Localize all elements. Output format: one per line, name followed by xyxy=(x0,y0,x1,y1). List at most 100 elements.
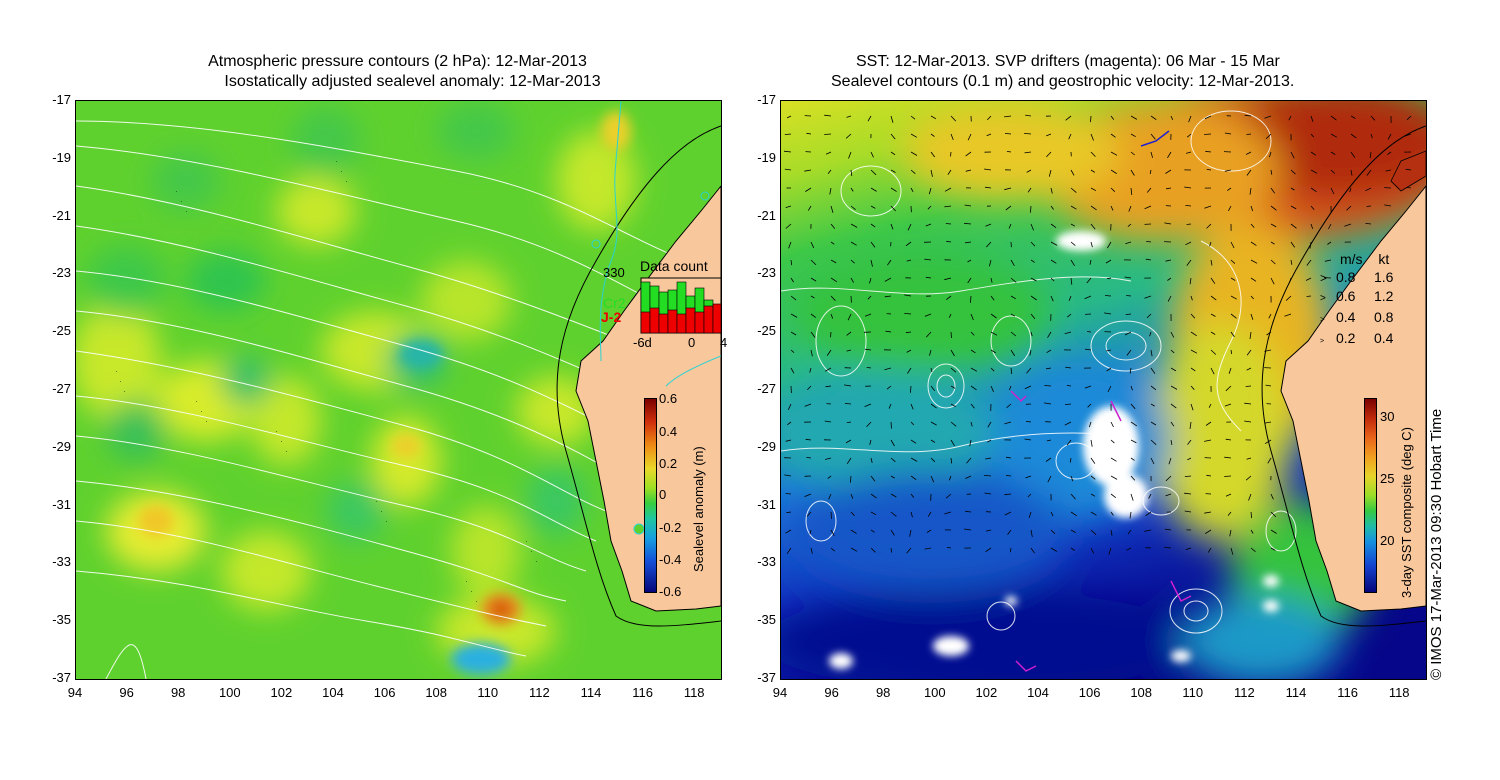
velocity-arrow xyxy=(1050,529,1056,534)
velocity-arrow xyxy=(910,475,917,481)
velocity-arrow xyxy=(925,223,932,227)
velocity-arrow xyxy=(1090,151,1096,157)
velocity-arrow xyxy=(1369,151,1372,159)
velocity-arrow xyxy=(1130,187,1133,195)
velocity-arrow xyxy=(990,385,994,392)
velocity-arrow xyxy=(1046,439,1052,442)
y-tick-label: -17 xyxy=(757,92,776,107)
velocity-arrow xyxy=(790,331,797,336)
velocity-arrow xyxy=(830,331,832,338)
velocity-arrow xyxy=(887,259,892,266)
velocity-arrow xyxy=(926,529,932,533)
x-tick-label: 112 xyxy=(529,685,550,700)
velocity-arrow xyxy=(1106,367,1112,372)
velocity-arrow xyxy=(1108,547,1112,555)
velocity-arrow xyxy=(790,277,794,283)
velocity-arrow xyxy=(1125,241,1132,245)
velocity-arrow xyxy=(1270,493,1274,500)
velocity-arrow xyxy=(1047,475,1052,483)
velocity-arrow xyxy=(1170,439,1173,445)
velocity-arrow xyxy=(1070,547,1076,551)
velocity-arrow xyxy=(850,493,854,499)
velocity-arrow xyxy=(824,133,832,135)
velocity-arrow xyxy=(825,457,832,460)
velocity-arrow xyxy=(984,186,992,189)
velocity-arrow xyxy=(830,295,836,301)
velocity-arrow xyxy=(950,349,955,357)
velocity-arrow xyxy=(1149,169,1152,175)
velocity-arrow xyxy=(1245,385,1252,387)
velocity-arrow xyxy=(850,475,852,483)
velocity-arrow xyxy=(888,403,892,409)
velocity-arrow xyxy=(1044,385,1052,387)
velocity-arrow xyxy=(1165,259,1172,262)
velocity-arrow xyxy=(930,475,935,483)
y-tick-label: -23 xyxy=(52,265,71,281)
velocity-arrow xyxy=(1210,349,1217,355)
velocity-arrow xyxy=(869,439,872,446)
velocity-arrow xyxy=(1130,457,1135,461)
y-tick-label: -35 xyxy=(52,612,71,628)
y-tick-label: -27 xyxy=(757,381,776,396)
velocity-arrow xyxy=(1228,205,1232,212)
velocity-arrow xyxy=(1170,421,1175,427)
velocity-arrow xyxy=(1290,223,1297,229)
velocity-arrow xyxy=(970,295,972,303)
velocity-arrow xyxy=(986,241,992,248)
sealevel-tick-0: 0 xyxy=(659,487,667,502)
velocity-arrow xyxy=(909,529,912,537)
velocity-arrow xyxy=(1130,151,1135,156)
velocity-arrow xyxy=(804,493,812,497)
velocity-arrow xyxy=(1127,529,1132,535)
velocity-arrow xyxy=(1090,511,1097,516)
velocity-arrow xyxy=(1150,403,1155,407)
velocity-arrow xyxy=(846,457,852,465)
velocity-arrow xyxy=(1028,511,1032,519)
velocity-arrow xyxy=(886,385,892,390)
velocity-arrow xyxy=(1205,150,1212,153)
velocity-arrow xyxy=(905,241,912,247)
velocity-arrow xyxy=(1165,493,1172,497)
y-tick-label: -37 xyxy=(52,670,71,685)
velocity-arrow xyxy=(864,403,872,407)
sealevel-colorbar xyxy=(644,398,657,593)
velocity-arrow xyxy=(1190,331,1197,337)
velocity-arrow xyxy=(1025,114,1032,117)
velocity-arrow xyxy=(1289,277,1292,284)
data-count-tick-4: 4 xyxy=(720,335,728,350)
y-tick-label: -25 xyxy=(52,323,71,339)
velocity-arrow xyxy=(1107,241,1112,249)
velocity-arrow xyxy=(1150,385,1157,391)
velocity-arrow xyxy=(987,115,992,121)
velocity-arrow xyxy=(1190,403,1194,411)
velocity-arrow xyxy=(1210,277,1216,284)
velocity-arrow xyxy=(1005,475,1012,477)
velocity-arrow xyxy=(1346,205,1352,211)
velocity-arrow xyxy=(945,223,952,225)
sealevel-contours xyxy=(781,110,1297,634)
velocity-arrow xyxy=(1130,475,1136,481)
velocity-arrow xyxy=(1270,205,1277,211)
velocity-arrow xyxy=(950,151,952,157)
x-tick-label: 98 xyxy=(170,685,186,700)
velocity-arrow xyxy=(910,385,912,393)
velocity-arrow xyxy=(848,151,852,159)
velocity-arrow xyxy=(1004,511,1012,516)
velocity-arrow xyxy=(1050,295,1054,302)
velocity-arrow xyxy=(970,385,977,391)
velocity-arrow xyxy=(929,349,932,356)
velocity-arrow xyxy=(967,277,972,284)
velocity-arrow xyxy=(1110,187,1116,192)
velocity-arrow xyxy=(1245,151,1252,155)
velocity-arrow xyxy=(1167,277,1172,281)
data-count-tick-0: 0 xyxy=(688,335,696,350)
velocity-ms: 0.2 xyxy=(1336,330,1356,346)
velocity-arrow xyxy=(1250,313,1254,320)
velocity-arrow xyxy=(1004,421,1012,425)
velocity-arrow xyxy=(1070,205,1077,210)
velocity-arrow xyxy=(906,349,912,353)
x-tick-label: 102 xyxy=(975,685,998,700)
velocity-arrow xyxy=(965,151,972,157)
velocity-arrow xyxy=(870,493,877,499)
velocity-arrow xyxy=(986,133,992,137)
